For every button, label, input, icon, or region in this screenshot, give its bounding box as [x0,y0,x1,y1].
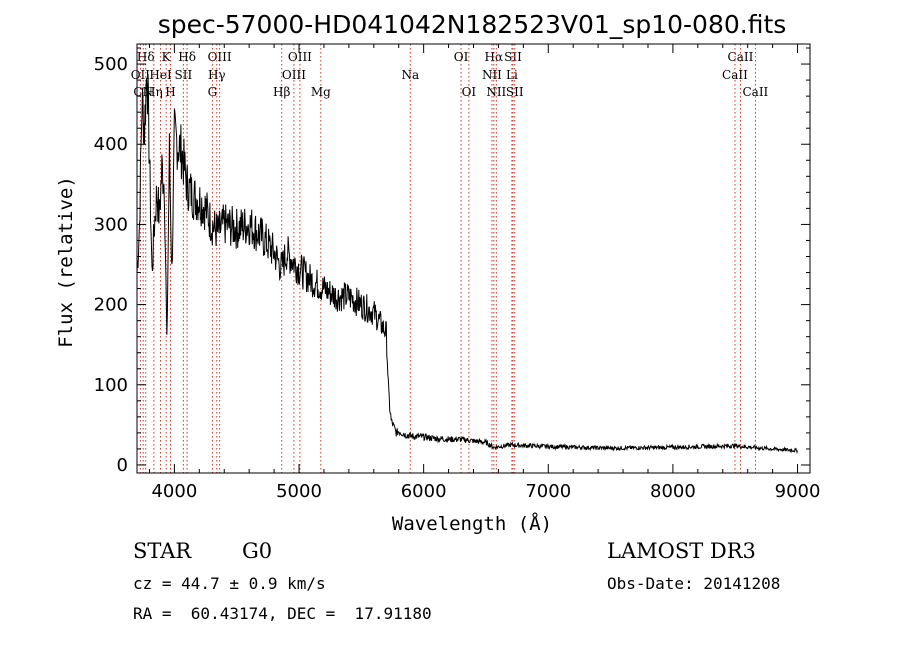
x-tick-label: 7000 [525,481,571,502]
x-tick-label: 6000 [401,481,447,502]
y-axis-label: Flux (relative) [55,176,77,348]
y-tick-label: 200 [94,295,128,316]
spectral-line-label: K [162,50,172,64]
spectral-line-label: NII [482,68,502,82]
spectral-line-label: OIII [288,50,312,64]
x-tick-label: 8000 [650,481,696,502]
object-class: STAR [133,539,192,563]
spectral-line-label: Hγ [208,68,226,82]
spectral-line-label: Hα [485,50,504,64]
spectral-line-label: Hδ [137,50,155,64]
spectral-line-label: CaII [728,50,754,64]
spectral-line-label: SII [506,85,524,99]
spectral-line-label: OI [462,85,477,99]
observation-date: Obs-Date: 20141208 [607,574,781,593]
spectral-line-label: CaII [722,68,748,82]
y-tick-label: 100 [94,375,128,396]
spectral-line-label: G [208,85,218,99]
x-tick-label: 5000 [276,481,322,502]
spectral-line-label: OIII [282,68,306,82]
spectral-line-label: SII [175,68,193,82]
spectral-line-label: Hη [145,85,163,99]
x-axis-label: Wavelength (Å) [392,512,552,535]
spectral-line-label: Hδ [178,50,196,64]
spectral-line-label: SII [504,50,522,64]
chart-title: spec-57000-HD041042N182523V01_sp10-080.f… [158,10,787,39]
spectral-line-label: OIII [208,50,232,64]
redshift-value: cz = 44.7 ± 0.9 km/s [133,574,326,593]
spectral-line-label: Li [506,68,518,82]
spectral-line-label: H [165,85,175,99]
spectral-line-label: OI [454,50,469,64]
spectral-line-label: NII [486,85,506,99]
y-tick-label: 300 [94,214,128,235]
spectral-line-label: Mg [311,85,331,99]
y-tick-label: 0 [117,455,128,476]
x-tick-label: 4000 [151,481,197,502]
x-tick-label: 9000 [775,481,821,502]
y-tick-label: 400 [94,134,128,155]
y-tick-label: 500 [94,54,128,75]
object-subclass: G0 [242,539,273,563]
spectral-line-label: Hβ [273,85,290,99]
plot-frame [136,43,811,474]
spectrum-line [136,73,798,455]
spectral-line-label: OII [131,68,151,82]
survey-name: LAMOST DR3 [607,539,756,563]
spectral-line-label: CaII [742,85,768,99]
coordinates: RA = 60.43174, DEC = 17.91180 [133,604,432,623]
spectral-line-label: HeI [149,68,172,82]
spectral-line-label: Na [401,68,419,82]
